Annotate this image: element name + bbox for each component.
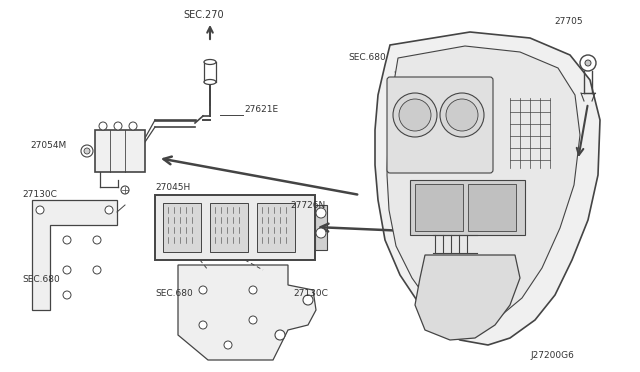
- Text: J27200G6: J27200G6: [530, 351, 574, 360]
- Circle shape: [81, 145, 93, 157]
- Polygon shape: [387, 46, 580, 324]
- Text: SEC.680: SEC.680: [348, 53, 386, 62]
- Text: SEC.680: SEC.680: [22, 275, 60, 284]
- FancyBboxPatch shape: [210, 203, 248, 252]
- Circle shape: [121, 186, 129, 194]
- Circle shape: [199, 321, 207, 329]
- Circle shape: [316, 228, 326, 238]
- Circle shape: [316, 208, 326, 218]
- Circle shape: [399, 99, 431, 131]
- FancyBboxPatch shape: [155, 195, 315, 260]
- Text: 27705: 27705: [554, 17, 582, 26]
- Circle shape: [275, 330, 285, 340]
- Circle shape: [63, 266, 71, 274]
- Ellipse shape: [204, 80, 216, 84]
- Text: 27045H: 27045H: [155, 183, 190, 192]
- Polygon shape: [415, 255, 520, 340]
- Polygon shape: [178, 265, 316, 360]
- Circle shape: [105, 206, 113, 214]
- Circle shape: [36, 206, 44, 214]
- FancyBboxPatch shape: [415, 184, 463, 231]
- Circle shape: [199, 286, 207, 294]
- Circle shape: [303, 295, 313, 305]
- Ellipse shape: [204, 60, 216, 64]
- Circle shape: [129, 122, 137, 130]
- Circle shape: [93, 266, 101, 274]
- Circle shape: [249, 286, 257, 294]
- Circle shape: [63, 291, 71, 299]
- Polygon shape: [375, 32, 600, 345]
- FancyBboxPatch shape: [257, 203, 295, 252]
- FancyBboxPatch shape: [315, 205, 327, 250]
- Circle shape: [93, 236, 101, 244]
- Circle shape: [84, 148, 90, 154]
- Circle shape: [249, 316, 257, 324]
- Circle shape: [114, 122, 122, 130]
- FancyBboxPatch shape: [468, 184, 516, 231]
- Text: SEC.270: SEC.270: [183, 10, 223, 20]
- Text: 27054M: 27054M: [30, 141, 67, 150]
- Text: 27726N: 27726N: [290, 201, 325, 210]
- Text: 27621E: 27621E: [244, 105, 278, 114]
- FancyBboxPatch shape: [387, 77, 493, 173]
- FancyBboxPatch shape: [163, 203, 201, 252]
- Circle shape: [585, 60, 591, 66]
- Circle shape: [224, 341, 232, 349]
- Text: 27130C: 27130C: [293, 289, 328, 298]
- Circle shape: [580, 55, 596, 71]
- Circle shape: [446, 99, 478, 131]
- Polygon shape: [32, 200, 117, 310]
- Circle shape: [440, 93, 484, 137]
- Text: 27130C: 27130C: [22, 190, 57, 199]
- Circle shape: [99, 122, 107, 130]
- FancyBboxPatch shape: [410, 180, 525, 235]
- Circle shape: [393, 93, 437, 137]
- FancyBboxPatch shape: [95, 130, 145, 172]
- Text: SEC.680: SEC.680: [155, 289, 193, 298]
- Circle shape: [63, 236, 71, 244]
